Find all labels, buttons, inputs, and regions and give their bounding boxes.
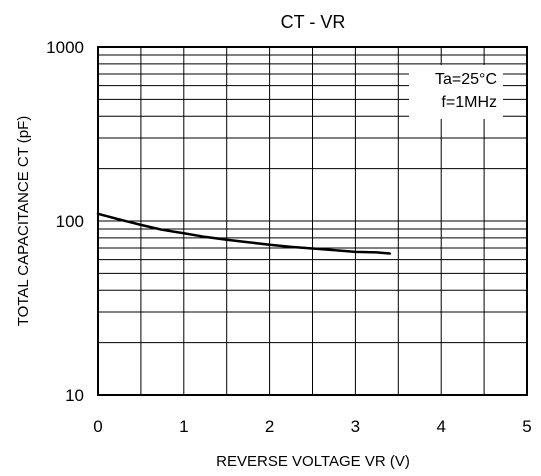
x-tick-label: 3 — [351, 417, 360, 436]
chart-title: CT - VR — [281, 12, 346, 32]
y-tick-labels: 10 100 1000 — [46, 38, 84, 405]
y-tick-label: 100 — [56, 212, 84, 231]
x-tick-label: 2 — [265, 417, 274, 436]
y-tick-label: 10 — [65, 386, 84, 405]
x-axis-label: REVERSE VOLTAGE VR (V) — [216, 453, 410, 470]
y-tick-label: 1000 — [46, 38, 84, 57]
x-tick-labels: 0 1 2 3 4 5 — [93, 417, 531, 436]
x-tick-label: 1 — [179, 417, 188, 436]
x-tick-label: 0 — [93, 417, 102, 436]
y-axis-label: TOTAL CAPACITANCE CT (pF) — [15, 116, 32, 327]
x-tick-label: 4 — [436, 417, 445, 436]
x-tick-label: 5 — [522, 417, 531, 436]
annotation-frequency: f=1MHz — [441, 94, 497, 111]
annotation-temperature: Ta=25°C — [435, 71, 497, 88]
plot-frame — [97, 46, 528, 396]
annotation-box — [409, 65, 503, 119]
series-0-line — [96, 212, 391, 255]
